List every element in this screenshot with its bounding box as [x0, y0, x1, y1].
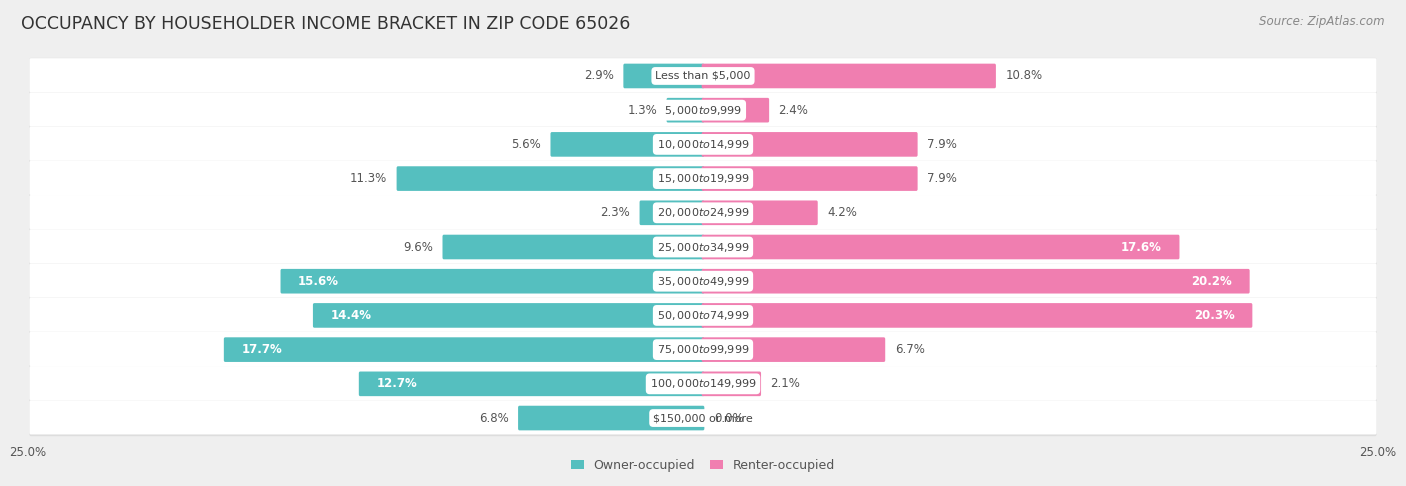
Text: $100,000 to $149,999: $100,000 to $149,999 [650, 377, 756, 390]
FancyBboxPatch shape [702, 64, 995, 88]
FancyBboxPatch shape [30, 366, 1376, 400]
Text: 15.6%: 15.6% [298, 275, 339, 288]
Text: 2.1%: 2.1% [770, 377, 800, 390]
Text: 0.0%: 0.0% [714, 412, 744, 425]
Text: 7.9%: 7.9% [927, 172, 957, 185]
FancyBboxPatch shape [30, 126, 1376, 162]
Text: 2.4%: 2.4% [779, 104, 808, 117]
Text: 11.3%: 11.3% [350, 172, 387, 185]
FancyBboxPatch shape [30, 195, 1376, 229]
FancyBboxPatch shape [702, 269, 1250, 294]
FancyBboxPatch shape [30, 297, 1376, 333]
Text: $10,000 to $14,999: $10,000 to $14,999 [657, 138, 749, 151]
FancyBboxPatch shape [30, 160, 1376, 197]
Text: 5.6%: 5.6% [512, 138, 541, 151]
FancyBboxPatch shape [30, 263, 1376, 297]
FancyBboxPatch shape [30, 92, 1376, 126]
FancyBboxPatch shape [640, 201, 704, 225]
Text: $150,000 or more: $150,000 or more [654, 413, 752, 423]
Legend: Owner-occupied, Renter-occupied: Owner-occupied, Renter-occupied [567, 454, 839, 477]
FancyBboxPatch shape [702, 132, 918, 156]
FancyBboxPatch shape [30, 161, 1376, 195]
FancyBboxPatch shape [30, 229, 1376, 263]
Text: 2.3%: 2.3% [600, 206, 630, 219]
FancyBboxPatch shape [30, 297, 1376, 332]
Text: $5,000 to $9,999: $5,000 to $9,999 [664, 104, 742, 117]
FancyBboxPatch shape [666, 98, 704, 122]
Text: 17.7%: 17.7% [242, 343, 283, 356]
FancyBboxPatch shape [702, 98, 769, 122]
Text: Less than $5,000: Less than $5,000 [655, 71, 751, 81]
Text: 6.8%: 6.8% [479, 412, 509, 425]
FancyBboxPatch shape [702, 303, 1253, 328]
Text: 25.0%: 25.0% [1360, 446, 1396, 459]
Text: $75,000 to $99,999: $75,000 to $99,999 [657, 343, 749, 356]
Text: 20.3%: 20.3% [1194, 309, 1234, 322]
Text: $25,000 to $34,999: $25,000 to $34,999 [657, 241, 749, 254]
Text: 1.3%: 1.3% [627, 104, 657, 117]
FancyBboxPatch shape [30, 365, 1376, 402]
FancyBboxPatch shape [443, 235, 704, 260]
FancyBboxPatch shape [30, 263, 1376, 299]
Text: 9.6%: 9.6% [404, 241, 433, 254]
Text: $15,000 to $19,999: $15,000 to $19,999 [657, 172, 749, 185]
FancyBboxPatch shape [702, 371, 761, 396]
FancyBboxPatch shape [30, 229, 1376, 265]
FancyBboxPatch shape [702, 235, 1180, 260]
FancyBboxPatch shape [30, 331, 1376, 368]
Text: OCCUPANCY BY HOUSEHOLDER INCOME BRACKET IN ZIP CODE 65026: OCCUPANCY BY HOUSEHOLDER INCOME BRACKET … [21, 15, 630, 33]
Text: 12.7%: 12.7% [377, 377, 418, 390]
FancyBboxPatch shape [30, 400, 1376, 434]
Text: 7.9%: 7.9% [927, 138, 957, 151]
Text: Source: ZipAtlas.com: Source: ZipAtlas.com [1260, 15, 1385, 28]
Text: $35,000 to $49,999: $35,000 to $49,999 [657, 275, 749, 288]
Text: 6.7%: 6.7% [894, 343, 925, 356]
FancyBboxPatch shape [30, 332, 1376, 366]
FancyBboxPatch shape [30, 195, 1376, 231]
FancyBboxPatch shape [702, 166, 918, 191]
Text: 20.2%: 20.2% [1191, 275, 1232, 288]
Text: 2.9%: 2.9% [583, 69, 614, 83]
FancyBboxPatch shape [30, 92, 1376, 128]
Text: 14.4%: 14.4% [330, 309, 371, 322]
FancyBboxPatch shape [551, 132, 704, 156]
FancyBboxPatch shape [30, 400, 1376, 436]
Text: 25.0%: 25.0% [10, 446, 46, 459]
FancyBboxPatch shape [517, 406, 704, 431]
FancyBboxPatch shape [281, 269, 704, 294]
FancyBboxPatch shape [314, 303, 704, 328]
FancyBboxPatch shape [702, 201, 818, 225]
Text: 10.8%: 10.8% [1005, 69, 1042, 83]
FancyBboxPatch shape [30, 58, 1376, 94]
Text: $50,000 to $74,999: $50,000 to $74,999 [657, 309, 749, 322]
FancyBboxPatch shape [396, 166, 704, 191]
FancyBboxPatch shape [30, 58, 1376, 92]
FancyBboxPatch shape [224, 337, 704, 362]
Text: 4.2%: 4.2% [827, 206, 858, 219]
FancyBboxPatch shape [359, 371, 704, 396]
Text: $20,000 to $24,999: $20,000 to $24,999 [657, 206, 749, 219]
FancyBboxPatch shape [702, 337, 886, 362]
FancyBboxPatch shape [623, 64, 704, 88]
FancyBboxPatch shape [30, 126, 1376, 161]
Text: 17.6%: 17.6% [1121, 241, 1161, 254]
